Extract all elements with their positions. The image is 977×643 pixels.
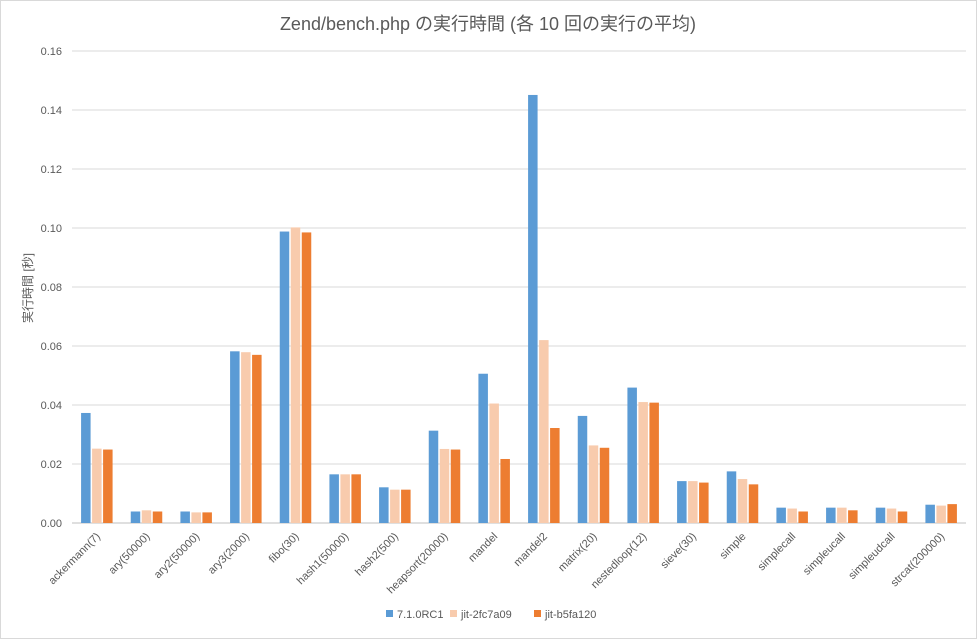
- x-tick-label: simplecall: [756, 531, 799, 574]
- bar-7.1.0RC1-strcat(200000): [925, 504, 935, 523]
- bar-jit-b5fa120-heapsort(20000): [450, 449, 461, 523]
- legend-swatch: [450, 610, 457, 617]
- legend: 7.1.0RC1 jit-2fc7a09 jit-b5fa120: [386, 609, 596, 621]
- y-tick-label: 0.16: [41, 46, 62, 58]
- y-tick-label: 0.06: [41, 341, 62, 353]
- x-tick-label: simpleucall: [801, 531, 848, 578]
- bar-7.1.0RC1-hash1(50000): [329, 474, 339, 523]
- bar-7.1.0RC1-nestedloop(12): [627, 387, 637, 523]
- bar-7.1.0RC1-ary2(50000): [180, 511, 190, 523]
- bar-jit-2fc7a09-matrix(20): [588, 445, 599, 523]
- bar-jit-2fc7a09-hash1(50000): [340, 474, 350, 523]
- bar-jit-2fc7a09-simpleudcall: [886, 508, 897, 523]
- bar-7.1.0RC1-simple: [726, 471, 737, 523]
- bar-jit-2fc7a09-fibo(30): [290, 227, 301, 523]
- bars: [81, 94, 957, 524]
- bar-jit-2fc7a09-heapsort(20000): [439, 448, 450, 523]
- bar-jit-2fc7a09-mandel2: [539, 340, 549, 523]
- x-tick-label: sieve(30): [658, 531, 698, 571]
- bar-7.1.0RC1-mandel: [478, 373, 488, 523]
- bar-jit-b5fa120-hash2(500): [401, 489, 411, 523]
- bar-7.1.0RC1-ackermann(7): [81, 412, 91, 523]
- x-tick-label: simple: [718, 531, 749, 562]
- bar-7.1.0RC1-fibo(30): [279, 231, 290, 524]
- y-tick-label: 0.12: [41, 164, 62, 176]
- x-tick-label: matrix(20): [556, 531, 599, 574]
- legend-swatch: [534, 610, 541, 617]
- y-axis-ticks: 0.00 0.02 0.04 0.06 0.08 0.10 0.12 0.14 0.16: [41, 46, 62, 530]
- x-tick-label: ary(50000): [107, 531, 153, 577]
- x-tick-label: hash2(500): [353, 531, 401, 579]
- x-tick-label: fibo(30): [267, 531, 302, 566]
- bar-jit-2fc7a09-simplecall: [787, 508, 797, 523]
- bar-jit-b5fa120-simplecall: [798, 511, 808, 523]
- bar-jit-b5fa120-simple: [748, 484, 759, 523]
- bar-jit-2fc7a09-simple: [737, 479, 748, 523]
- legend-swatch: [386, 610, 393, 617]
- y-tick-label: 0.10: [41, 223, 62, 235]
- x-tick-label: ackermann(7): [46, 531, 102, 587]
- legend-label: jit-2fc7a09: [460, 609, 512, 621]
- bar-7.1.0RC1-matrix(20): [577, 415, 588, 523]
- bar-jit-2fc7a09-simpleucall: [837, 507, 847, 523]
- bar-jit-b5fa120-ackermann(7): [103, 449, 113, 523]
- bar-jit-2fc7a09-ary3(2000): [241, 352, 251, 523]
- bar-jit-b5fa120-sieve(30): [699, 482, 709, 523]
- bar-jit-b5fa120-strcat(200000): [947, 504, 957, 523]
- bar-jit-2fc7a09-mandel: [489, 403, 499, 523]
- bar-jit-b5fa120-nestedloop(12): [649, 402, 659, 523]
- bar-jit-b5fa120-simpleudcall: [897, 511, 908, 523]
- bar-jit-b5fa120-ary3(2000): [252, 354, 262, 523]
- bar-jit-b5fa120-simpleucall: [848, 510, 858, 523]
- bar-jit-b5fa120-ary2(50000): [202, 512, 212, 523]
- bar-jit-b5fa120-fibo(30): [301, 232, 312, 524]
- y-axis-label: 実行時間 [秒]: [20, 253, 35, 323]
- bar-jit-2fc7a09-hash2(500): [390, 489, 400, 523]
- bar-jit-b5fa120-ary(50000): [152, 511, 163, 523]
- y-tick-label: 0.04: [41, 400, 62, 412]
- bar-7.1.0RC1-mandel2: [528, 94, 538, 523]
- bar-7.1.0RC1-simpleudcall: [875, 507, 886, 523]
- bar-jit-b5fa120-matrix(20): [599, 447, 610, 523]
- x-axis-ticks: ackermann(7) ary(50000) ary2(50000) ary3(20…: [46, 531, 947, 597]
- x-tick-label: ary2(50000): [152, 531, 202, 581]
- bar-7.1.0RC1-ary(50000): [130, 511, 141, 523]
- bar-jit-2fc7a09-ackermann(7): [92, 448, 102, 523]
- y-tick-label: 0.00: [41, 518, 62, 530]
- y-tick-label: 0.08: [41, 282, 62, 294]
- bar-7.1.0RC1-simplecall: [776, 507, 786, 523]
- bar-7.1.0RC1-ary3(2000): [230, 351, 240, 523]
- x-tick-label: ary3(2000): [206, 531, 252, 577]
- bar-7.1.0RC1-hash2(500): [379, 487, 389, 523]
- bar-7.1.0RC1-heapsort(20000): [428, 430, 439, 523]
- legend-label: 7.1.0RC1: [397, 609, 443, 621]
- chart-title: Zend/bench.php の実行時間 (各 10 回の実行の平均): [280, 14, 696, 34]
- bar-7.1.0RC1-simpleucall: [826, 507, 836, 523]
- x-tick-label: strcat(200000): [889, 531, 948, 590]
- bar-jit-2fc7a09-nestedloop(12): [638, 402, 648, 523]
- bar-jit-b5fa120-hash1(50000): [351, 474, 361, 523]
- bar-7.1.0RC1-sieve(30): [677, 481, 687, 523]
- legend-label: jit-b5fa120: [544, 609, 596, 621]
- y-tick-label: 0.14: [41, 105, 62, 117]
- bar-jit-b5fa120-mandel2: [550, 428, 560, 523]
- bar-jit-2fc7a09-sieve(30): [688, 481, 698, 523]
- bar-jit-b5fa120-mandel: [500, 458, 510, 523]
- bar-jit-2fc7a09-ary2(50000): [191, 512, 201, 523]
- bar-jit-2fc7a09-ary(50000): [141, 510, 152, 523]
- bar-jit-2fc7a09-strcat(200000): [936, 505, 946, 523]
- gridlines: [72, 50, 966, 524]
- y-tick-label: 0.02: [41, 459, 62, 471]
- x-tick-label: mandel: [466, 531, 500, 565]
- x-tick-label: mandel2: [512, 531, 550, 569]
- x-tick-label: hash1(50000): [295, 531, 351, 587]
- x-tick-label: simpleudcall: [846, 531, 897, 582]
